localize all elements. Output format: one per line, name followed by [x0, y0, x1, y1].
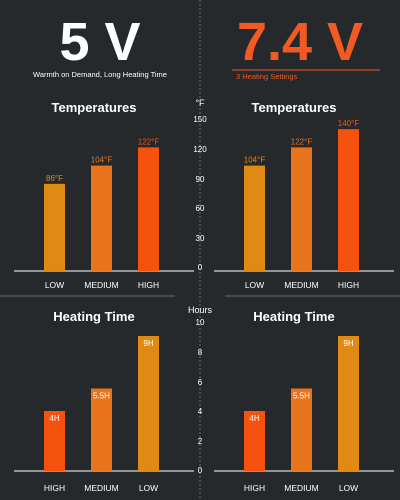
data-label-bottom-right-low: 9H [343, 339, 353, 348]
category-label-bottom-right-low: LOW [339, 483, 358, 493]
category-label-bottom-left-low: LOW [139, 483, 158, 493]
data-label-top-left-medium: 104°F [91, 156, 113, 165]
charts-group: Temperatures86°FLOW104°FMEDIUM122°FHIGHT… [14, 100, 394, 493]
axes-group: °F 150 120 90 60 30 0 Hours 10 8 6 4 2 0 [188, 98, 213, 475]
data-label-bottom-left-low: 9H [143, 339, 153, 348]
category-label-bottom-right-medium: MEDIUM [284, 483, 318, 493]
category-label-top-left-high: HIGH [138, 280, 159, 290]
bar-bottom-left-low [138, 336, 159, 471]
category-label-top-left-low: LOW [45, 280, 64, 290]
chart-title-bottom-right: Heating Time [253, 309, 334, 324]
bar-top-left-low [44, 183, 65, 271]
category-label-bottom-left-high: HIGH [44, 483, 65, 493]
time-axis-tick-10: 10 [196, 318, 205, 327]
temperature-axis-tick-90: 90 [196, 175, 205, 184]
temperature-axis-tick-60: 60 [196, 204, 205, 213]
time-axis-tick-6: 6 [198, 378, 203, 387]
data-label-bottom-right-medium: 5.5H [293, 392, 310, 401]
temperature-axis-tick-120: 120 [193, 145, 207, 154]
data-label-bottom-left-medium: 5.5H [93, 392, 110, 401]
time-axis-unit-label: Hours [188, 305, 213, 315]
chart-title-top-right: Temperatures [251, 100, 336, 115]
category-label-bottom-left-medium: MEDIUM [84, 483, 118, 493]
data-label-top-right-high: 140°F [338, 119, 360, 128]
temperature-axis-tick-0: 0 [198, 263, 203, 272]
bar-top-right-low [244, 165, 265, 271]
right-header-subtitle: 3 Heating Settings [236, 72, 298, 81]
right-header-title: 7.4 V [237, 12, 363, 72]
temperature-axis-unit-label: °F [195, 98, 205, 108]
chart-title-top-left: Temperatures [51, 100, 136, 115]
bar-bottom-right-high [244, 411, 265, 471]
temperature-axis-tick-150: 150 [193, 115, 207, 124]
category-label-top-right-low: LOW [245, 280, 264, 290]
time-axis-tick-8: 8 [198, 348, 203, 357]
data-label-bottom-right-high: 4H [249, 414, 259, 423]
temperature-axis-tick-30: 30 [196, 234, 205, 243]
time-axis-tick-4: 4 [198, 407, 203, 416]
category-label-top-right-high: HIGH [338, 280, 359, 290]
bar-bottom-right-low [338, 336, 359, 471]
left-header-title: 5 V [59, 12, 140, 72]
data-label-top-right-medium: 122°F [291, 137, 313, 146]
data-label-top-left-high: 122°F [138, 137, 160, 146]
data-label-bottom-left-high: 4H [49, 414, 59, 423]
left-header-subtitle: Warmth on Demand, Long Heating Time [33, 70, 167, 79]
category-label-top-right-medium: MEDIUM [284, 280, 318, 290]
data-label-top-left-low: 86°F [46, 174, 63, 183]
bar-bottom-left-medium [91, 388, 112, 471]
chart-title-bottom-left: Heating Time [53, 309, 134, 324]
category-label-top-left-medium: MEDIUM [84, 280, 118, 290]
bar-top-left-medium [91, 165, 112, 271]
bar-top-right-medium [291, 147, 312, 271]
category-label-bottom-right-high: HIGH [244, 483, 265, 493]
bar-bottom-right-medium [291, 388, 312, 471]
bar-top-right-high [338, 129, 359, 271]
time-axis-tick-0: 0 [198, 466, 203, 475]
data-label-top-right-low: 104°F [244, 156, 266, 165]
bar-bottom-left-high [44, 411, 65, 471]
time-axis-tick-2: 2 [198, 437, 203, 446]
bar-top-left-high [138, 147, 159, 271]
